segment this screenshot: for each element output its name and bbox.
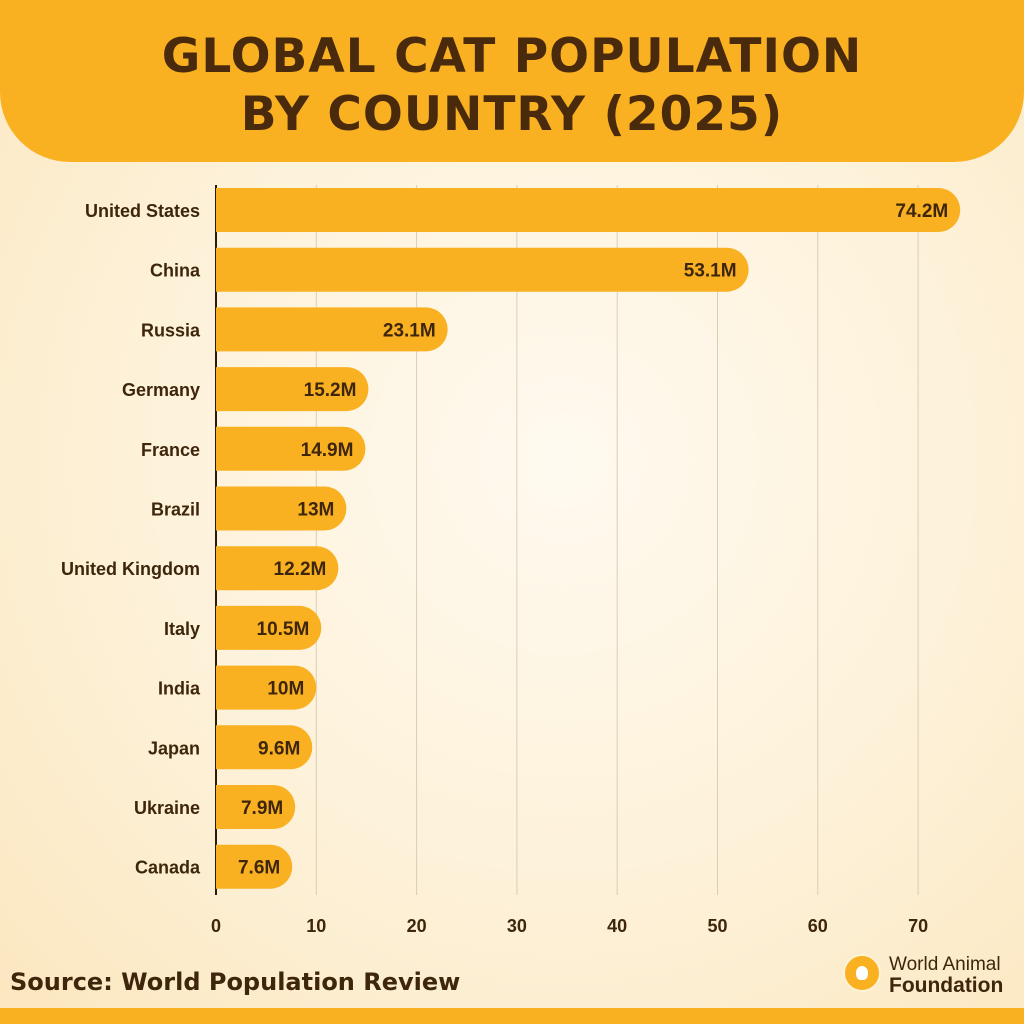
logo-text-line-2: Foundation [889,974,1004,997]
data-label: 15.2M [304,380,357,401]
x-tick-label: 20 [407,916,427,936]
bar [216,665,317,710]
title-line-1: GLOBAL CAT POPULATION [161,29,863,84]
title-line-2: BY COUNTRY (2025) [240,87,784,142]
source-note: Source: World Population Review [10,968,461,996]
category-label: Brazil [151,500,200,520]
category-label: Russia [141,320,201,340]
data-label: 9.6M [258,738,300,759]
data-label: 23.1M [383,320,436,341]
bar [216,725,313,770]
footer-bar [0,1008,1024,1024]
bar [216,247,749,292]
category-label: China [150,261,201,281]
bar-chart: 0 10 20 30 40 50 60 70 United States 74.2M China 53… [61,185,961,936]
bar [216,605,322,650]
x-tick-label: 0 [211,916,221,936]
data-label: 14.9M [301,440,354,461]
category-label: India [158,679,201,699]
data-label: 10M [267,679,304,700]
category-label: United Kingdom [61,559,200,579]
x-tick-label: 70 [908,916,928,936]
bar [216,785,296,829]
category-label: United States [85,201,200,221]
data-label: 10.5M [257,619,310,640]
category-label: Japan [148,738,200,758]
x-tick-label: 50 [707,916,727,936]
bar [216,367,369,412]
x-tick-label: 40 [607,916,627,936]
data-label: 13M [297,500,334,521]
category-label: Germany [122,380,200,400]
bar [216,188,961,233]
world-animal-foundation-logo: World Animal Foundation [843,950,1018,1002]
category-label: Italy [164,619,200,639]
bar [216,426,366,471]
x-tick-label: 30 [507,916,527,936]
category-label: Ukraine [134,798,200,818]
data-label: 12.2M [274,559,327,580]
category-label: France [141,440,200,460]
chart-title: GLOBAL CAT POPULATION BY COUNTRY (2025) [0,28,1024,144]
bar [216,307,448,352]
header-banner [0,0,1024,162]
x-tick-label: 60 [808,916,828,936]
logo-text-line-1: World Animal [889,954,1001,975]
paw-logo-icon [843,954,881,992]
bar [216,486,347,531]
bar [216,546,339,591]
category-label: Canada [135,858,201,878]
data-label: 53.1M [684,261,737,282]
bar [216,844,293,889]
data-label: 74.2M [895,201,948,222]
data-label: 7.9M [241,798,283,819]
x-tick-label: 10 [306,916,326,936]
data-label: 7.6M [238,858,280,879]
